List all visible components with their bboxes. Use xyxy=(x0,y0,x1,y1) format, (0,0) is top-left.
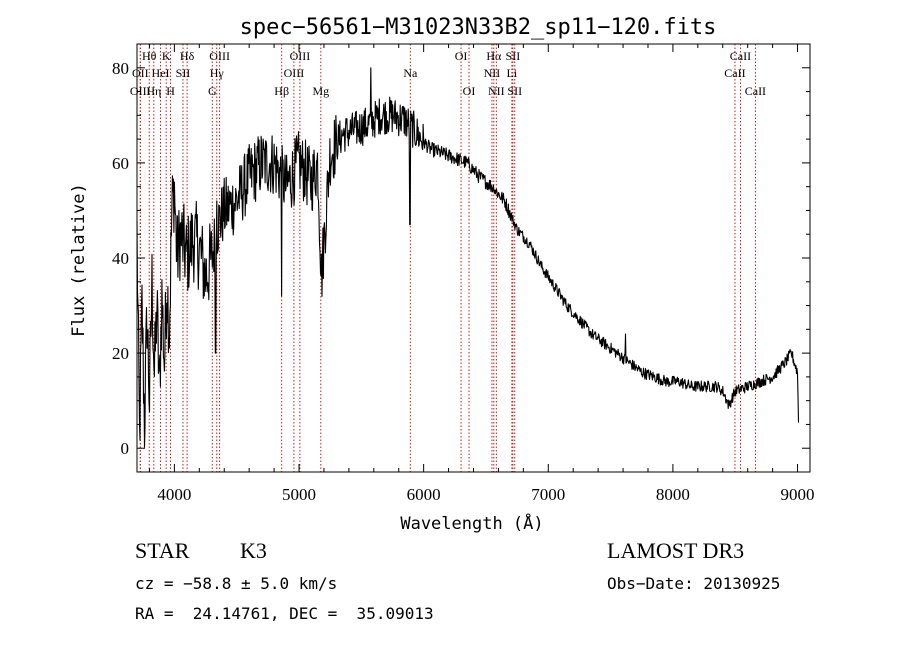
x-tick-label: 6000 xyxy=(407,485,441,504)
line-marker-label: Na xyxy=(403,66,418,80)
x-tick-label: 8000 xyxy=(656,485,690,504)
line-marker-label: H xyxy=(166,84,175,98)
line-marker-label: OIII xyxy=(290,49,311,63)
line-marker-label: Hα xyxy=(486,49,502,63)
line-marker-label: HeI xyxy=(152,66,170,80)
line-marker-label: SII xyxy=(506,49,521,63)
line-marker-label: NII xyxy=(488,84,505,98)
line-marker-label: K xyxy=(162,49,171,63)
line-marker-label: G xyxy=(208,84,217,98)
line-marker-label: Mg xyxy=(312,84,329,98)
coordinates-text: RA = 24.14761, DEC = 35.09013 xyxy=(135,604,434,623)
line-marker-label: CaII xyxy=(724,66,745,80)
y-tick-label: 60 xyxy=(112,154,129,173)
line-marker-label: OIII xyxy=(284,66,305,80)
y-axis-label: Flux (relative) xyxy=(69,183,89,337)
x-tick-label: 4000 xyxy=(157,485,191,504)
plot-frame xyxy=(136,43,811,473)
object-class: STAR xyxy=(135,538,190,563)
line-marker-label: SII xyxy=(507,84,522,98)
object-subclass: K3 xyxy=(240,538,267,563)
x-tick-label: 9000 xyxy=(781,485,815,504)
line-marker-label: SII xyxy=(176,66,191,80)
tick-layer: 4000 5000 6000 7000 8000 9000 0 20 40 60 80 xyxy=(112,44,815,504)
survey-name: LAMOST DR3 xyxy=(607,538,745,563)
y-tick-label: 80 xyxy=(112,59,129,78)
line-marker-label: Li xyxy=(507,66,518,80)
line-marker-label: NII xyxy=(484,66,501,80)
line-marker-label: OI xyxy=(463,84,476,98)
line-marker-label: OI xyxy=(455,49,468,63)
line-marker-label: OIII xyxy=(209,49,230,63)
y-tick-label: 0 xyxy=(121,439,130,458)
line-marker-label: Hγ xyxy=(210,66,225,80)
line-marker-label: Hδ xyxy=(180,49,195,63)
y-tick-label: 40 xyxy=(112,249,129,268)
y-tick-label: 20 xyxy=(112,344,129,363)
spectrum-line xyxy=(136,67,800,448)
obs-date-text: Obs−Date: 20130925 xyxy=(607,574,781,593)
line-marker-label: CaII xyxy=(745,84,766,98)
x-tick-label: 7000 xyxy=(531,485,565,504)
line-marker-label: Hβ xyxy=(274,84,289,98)
line-marker-label: CaII xyxy=(730,49,751,63)
line-marker-label: Hθ xyxy=(142,49,157,63)
chart-title: spec−56561−M31023N33B2_sp11−120.fits xyxy=(240,15,717,40)
redshift-text: cz = −58.8 ± 5.0 km/s xyxy=(135,574,338,593)
line-marker-label: Hη xyxy=(146,84,161,98)
x-tick-label: 5000 xyxy=(282,485,316,504)
x-axis-label: Wavelength (Å) xyxy=(400,512,543,534)
line-marker-label: OIII xyxy=(130,84,151,98)
